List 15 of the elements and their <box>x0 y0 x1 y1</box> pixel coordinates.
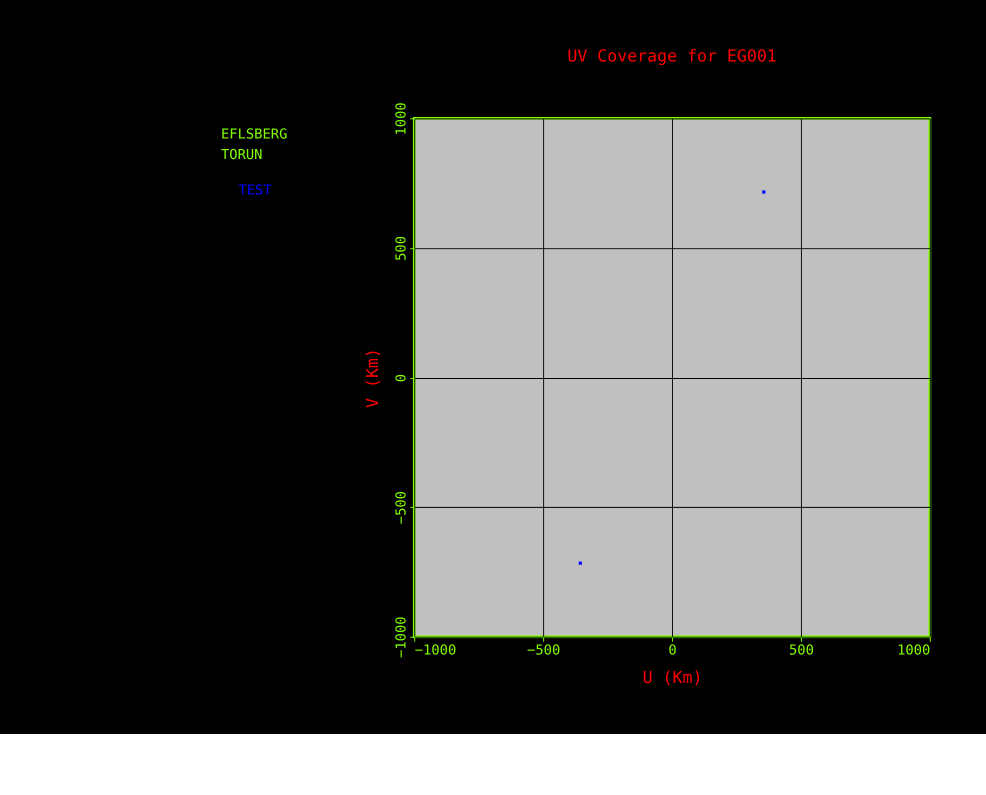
text: EFLSBERG <box>220 126 288 143</box>
y-axis-title: V (Km) <box>362 348 382 408</box>
y-tick-label: 1000 <box>394 102 410 136</box>
x-tick-label: 0 <box>668 642 677 659</box>
y-tick-label: 0 <box>394 374 410 382</box>
x-axis-title: U (Km) <box>642 668 702 688</box>
y-tick-label: −500 <box>394 491 410 524</box>
chart-title: UV Coverage for EG001 <box>567 46 777 66</box>
x-tick-label: −500 <box>527 642 560 659</box>
y-tick-label: 500 <box>394 236 410 261</box>
x-tick-label: 1000 <box>897 642 930 659</box>
text: TEST <box>238 182 272 198</box>
x-tick-label: 500 <box>788 642 814 659</box>
text: TORUN <box>220 146 262 163</box>
x-tick-label: −1000 <box>414 642 456 659</box>
